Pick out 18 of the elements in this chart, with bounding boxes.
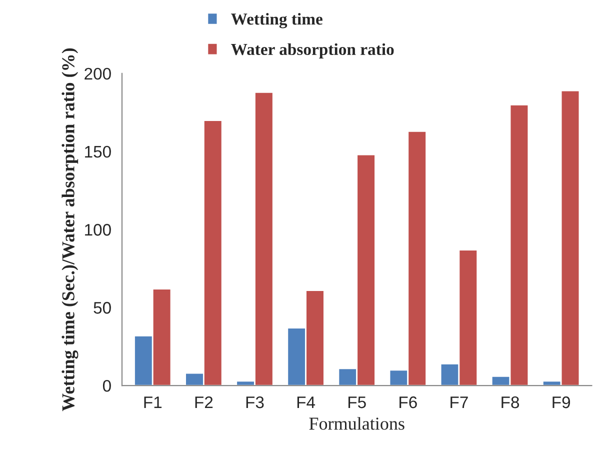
x-tick-label: F9	[552, 396, 570, 408]
x-tick-label: F6	[400, 396, 417, 408]
y-tick-label: 100	[85, 224, 111, 236]
y-tick-label: 150	[85, 146, 111, 158]
x-axis-title: Formulations	[309, 417, 404, 430]
y-tick-label: 50	[94, 302, 111, 314]
y-axis-title: Wetting time (Sec.)/Water absorption ratio (%)	[62, 48, 78, 412]
x-tick-label: F2	[195, 396, 213, 408]
legend-label: Wetting time	[231, 12, 322, 28]
legend-label: Water absorption ratio	[231, 43, 394, 58]
x-tick-label: F8	[502, 396, 520, 408]
x-tick-label: F5	[348, 396, 366, 408]
x-tick-label: F4	[297, 396, 316, 408]
x-tick-label: F3	[246, 396, 264, 408]
y-tick-label: 0	[102, 380, 111, 392]
y-tick-label: 200	[84, 68, 111, 80]
x-tick-label: F1	[144, 396, 162, 408]
x-tick-label: F7	[450, 396, 468, 408]
